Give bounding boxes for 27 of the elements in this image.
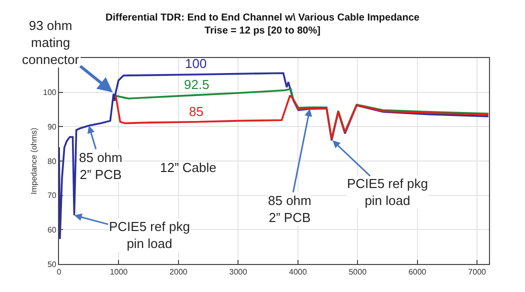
- x-tick-label: 0: [56, 268, 62, 277]
- chart-title: Differential TDR: End to End Channel w\ Various Cable Impedance: [106, 12, 420, 24]
- x-tick-label: 6000: [408, 268, 427, 277]
- y-tick-label: 50: [47, 260, 57, 269]
- y-tick-label: 80: [47, 156, 57, 166]
- annotation: PCIE5 ref pkg pin load: [109, 219, 190, 251]
- y-tick-label: 60: [47, 225, 57, 234]
- y-tick-label: 70: [47, 191, 57, 200]
- x-tick-label: 3000: [229, 268, 248, 277]
- annotation: PCIE5 ref pkg pin load: [347, 176, 428, 208]
- annotation: 85 ohm 2” PCB: [79, 150, 122, 182]
- x-tick-label: 2000: [170, 268, 188, 277]
- annotation: 12” Cable: [160, 160, 216, 175]
- y-tick-label: 90: [47, 122, 57, 132]
- x-tick-label: 5000: [348, 268, 368, 277]
- y-tick-label: 100: [43, 88, 57, 98]
- line-series: [59, 72, 489, 240]
- annotation: 93 ohm mating connector: [22, 18, 80, 67]
- series-label: 92.5: [184, 77, 210, 92]
- x-tick-label: 4000: [288, 268, 308, 277]
- series-label: 100: [185, 56, 207, 71]
- chart-subtitle: Trise = 12 ps [20 to 80%]: [204, 25, 320, 36]
- annotation: 85 ohm 2” PCB: [268, 193, 312, 225]
- series-label: 85: [189, 104, 204, 119]
- y-axis-title: Impedance (ohms): [30, 127, 39, 194]
- x-tick-label: 1000: [110, 268, 128, 277]
- x-tick-label: 7000: [468, 268, 487, 277]
